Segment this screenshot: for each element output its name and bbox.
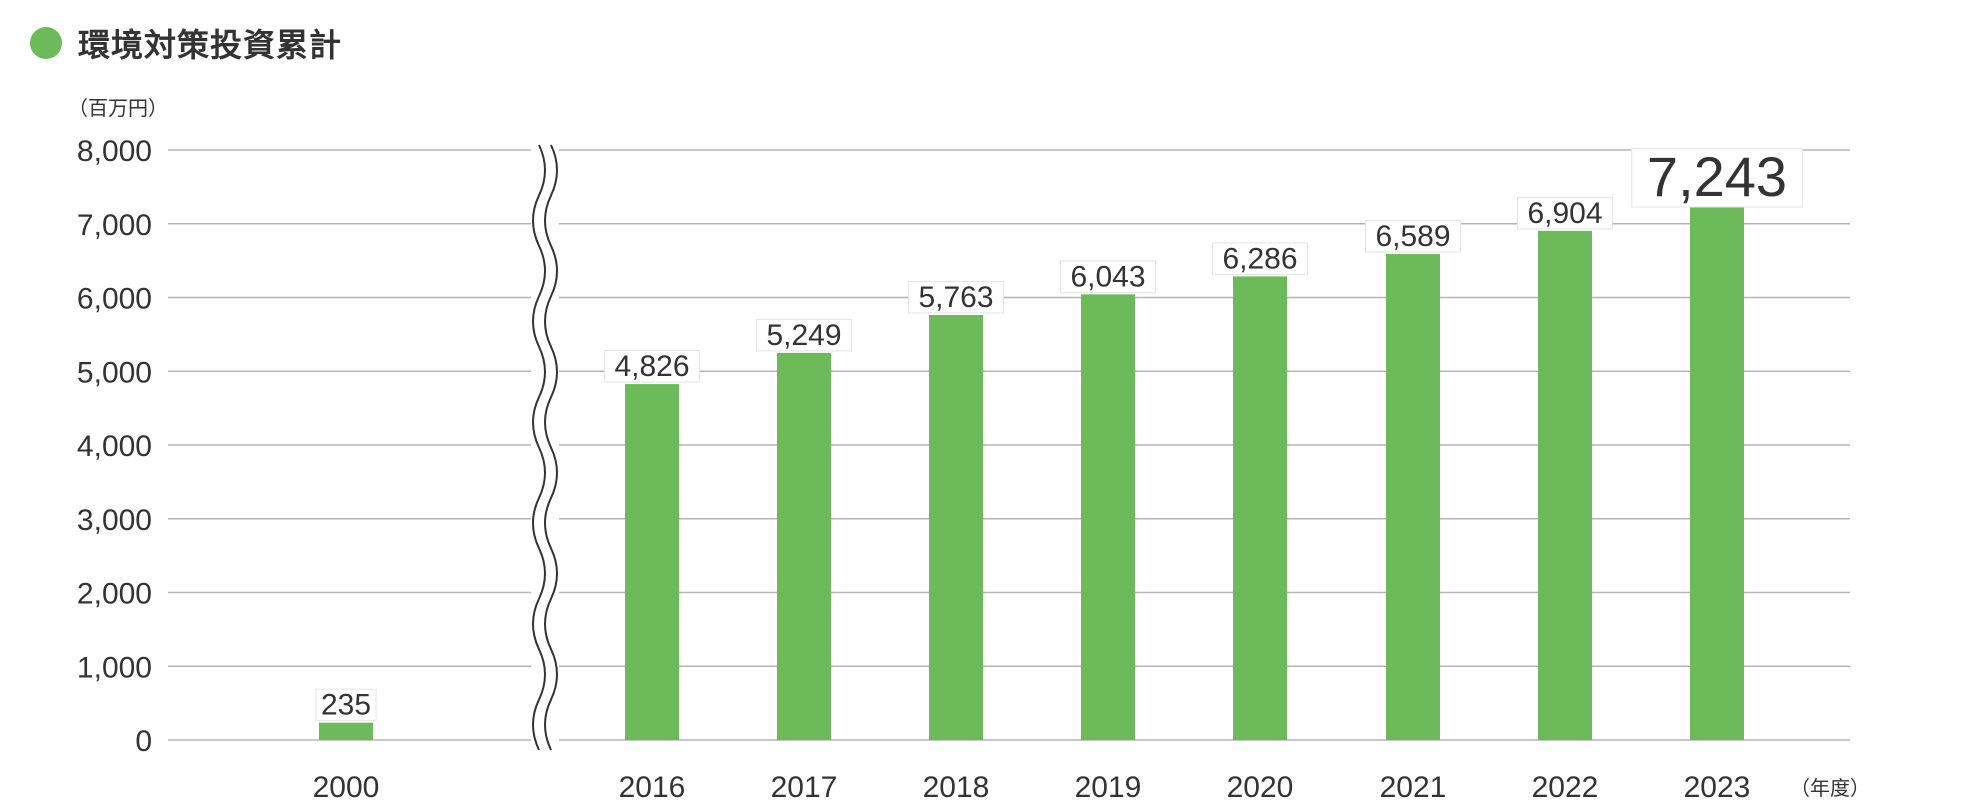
y-tick-label: 0 [135, 725, 152, 758]
x-axis-labels: 2000 2016 2017 2018 2019 2020 2021 2022 2023 [313, 771, 1751, 804]
bar-2017 [777, 352, 831, 740]
y-tick-label: 8,000 [77, 135, 152, 168]
y-axis-unit-label: （百万円） [68, 96, 168, 120]
bar-2019 [1081, 294, 1135, 740]
value-label-bg [1631, 147, 1803, 208]
bars [319, 205, 1744, 741]
x-tick-label-2000: 2000 [313, 771, 380, 804]
value-label-2017: 5,249 [766, 319, 841, 352]
value-label-bg [756, 318, 852, 352]
value-label-2016: 4,826 [614, 350, 689, 383]
x-tick-label-2022: 2022 [1532, 771, 1599, 804]
value-label-2000: 235 [321, 689, 371, 722]
x-tick-label-2020: 2020 [1227, 771, 1294, 804]
x-axis-unit-label: （年度） [1790, 776, 1870, 800]
x-tick-label-2019: 2019 [1075, 771, 1142, 804]
axis-break-line-right [544, 144, 558, 751]
value-label-bg [315, 688, 377, 722]
grid-lines [168, 149, 1850, 741]
y-tick-label: 1,000 [77, 651, 152, 684]
bar-2016 [625, 384, 679, 740]
bar-2023 [1690, 205, 1744, 741]
y-tick-label: 6,000 [77, 283, 152, 316]
axis-break [531, 140, 559, 752]
y-axis-ticks: 0 1,000 2,000 3,000 4,000 5,000 6,000 7,000 8,00… [77, 135, 152, 758]
value-label-2023: 7,243 [1647, 145, 1787, 208]
y-tick-label: 3,000 [77, 504, 152, 537]
y-tick-label: 5,000 [77, 356, 152, 389]
bar-2022 [1538, 230, 1592, 740]
x-tick-label-2018: 2018 [923, 771, 990, 804]
value-labels: 235 4,826 5,249 5,763 6,043 6,286 6,589 6,904 7,… [315, 145, 1803, 722]
x-tick-label-2023: 2023 [1684, 771, 1751, 804]
value-label-2020: 6,286 [1222, 242, 1297, 275]
value-label-2019: 6,043 [1070, 260, 1145, 293]
value-label-bg [604, 350, 700, 383]
y-tick-label: 7,000 [77, 209, 152, 242]
chart-title: 環境対策投資累計 [78, 26, 343, 64]
bar-2020 [1233, 276, 1287, 740]
axis-break-line-left [532, 144, 546, 751]
value-label-2021: 6,589 [1375, 220, 1450, 253]
bar-2000 [319, 722, 373, 740]
x-tick-label-2021: 2021 [1380, 771, 1447, 804]
chart-title-block: 環境対策投資累計 [30, 18, 342, 68]
y-tick-label: 2,000 [77, 578, 152, 611]
value-label-2022: 6,904 [1527, 197, 1602, 230]
value-label-bg [1212, 242, 1308, 275]
x-tick-label-2016: 2016 [619, 771, 686, 804]
value-label-2018: 5,763 [918, 281, 993, 314]
x-tick-label-2017: 2017 [771, 771, 838, 804]
y-tick-label: 4,000 [77, 430, 152, 463]
value-label-bg [1060, 260, 1156, 293]
bar-2018 [929, 314, 983, 740]
value-label-bg [1365, 220, 1461, 253]
axis-break-gap [531, 140, 559, 752]
value-label-bg [908, 280, 1004, 314]
title-bullet-icon [30, 27, 62, 59]
bar-2021 [1386, 254, 1440, 740]
value-label-bg [1517, 196, 1613, 230]
